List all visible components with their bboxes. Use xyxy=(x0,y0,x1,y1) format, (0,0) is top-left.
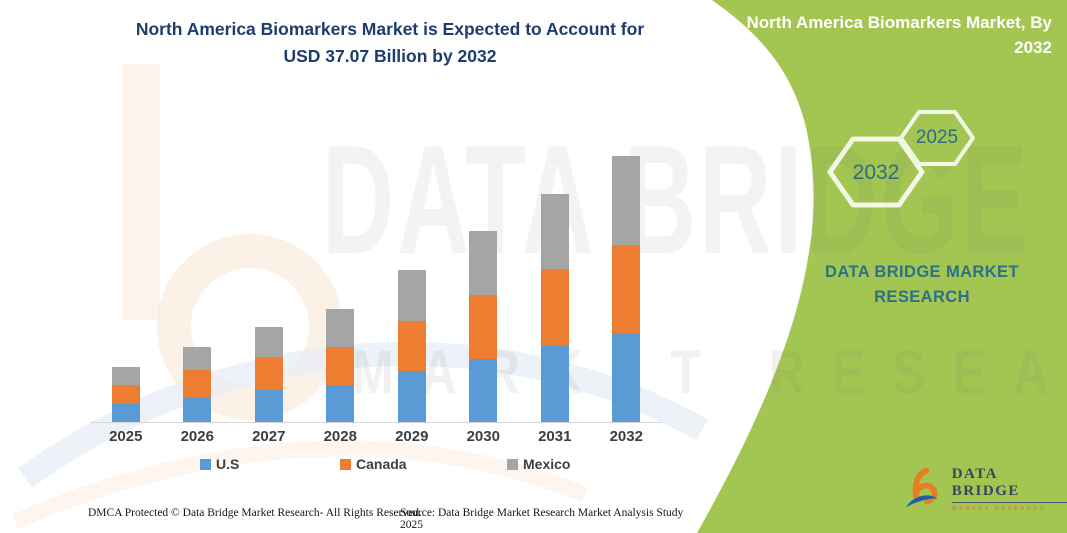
side-panel-title: North America Biomarkers Market, By 2032 xyxy=(722,10,1053,60)
bar-segment-mexico-2025 xyxy=(111,366,140,386)
stacked-bar-2030 xyxy=(469,231,498,422)
brand-text: DATA BRIDGE MARKET RESEARCH xyxy=(825,263,1019,306)
logo-name: DATA BRIDGE xyxy=(951,466,1067,503)
bar-segment-us-2026 xyxy=(183,396,212,422)
company-logo: DATA BRIDGE MARKET RESEARCH xyxy=(903,466,1067,512)
stacked-bar-2027 xyxy=(254,326,283,422)
x-axis-label-2026: 2026 xyxy=(180,428,214,445)
logo-tagline: MARKET RESEARCH xyxy=(951,506,1047,512)
legend-item-canada: Canada xyxy=(340,456,407,472)
bar-segment-canada-2030 xyxy=(469,294,498,359)
bar-segment-canada-2029 xyxy=(397,320,426,372)
bar-segment-us-2030 xyxy=(469,358,498,422)
x-axis-label-2029: 2029 xyxy=(395,428,429,445)
hexagon-2032-label: 2032 xyxy=(852,161,900,184)
x-axis-label-2027: 2027 xyxy=(252,428,286,445)
dmca-notice: DMCA Protected © Data Bridge Market Rese… xyxy=(88,507,422,519)
legend-label-mexico: Mexico xyxy=(523,456,571,472)
stacked-bar-2028 xyxy=(326,308,355,422)
x-axis-label-2025: 2025 xyxy=(109,428,143,445)
hexagon-2025-outline xyxy=(899,110,975,166)
bar-segment-canada-2026 xyxy=(183,369,212,397)
stacked-bar-2032 xyxy=(612,155,641,422)
stacked-bar-2029 xyxy=(397,269,426,422)
bar-chart xyxy=(90,148,662,423)
stacked-bar-2025 xyxy=(111,366,140,422)
bar-segment-us-2029 xyxy=(397,371,426,422)
bar-segment-canada-2031 xyxy=(540,269,569,346)
bar-segment-mexico-2027 xyxy=(254,326,283,358)
hexagon-2032-outline xyxy=(827,136,925,208)
stacked-bar-2031 xyxy=(540,194,569,422)
bar-segment-us-2025 xyxy=(111,404,140,422)
bar-slot-2029 xyxy=(376,148,448,422)
bar-slot-2032 xyxy=(591,148,663,422)
bar-segment-mexico-2031 xyxy=(540,194,569,270)
bar-segment-mexico-2029 xyxy=(397,269,426,321)
chart-legend: U.S Canada Mexico xyxy=(0,456,700,476)
bar-segment-us-2027 xyxy=(254,389,283,422)
side-panel-title-line1: North America Biomarkers Market, By xyxy=(746,13,1053,32)
x-axis-label-2028: 2028 xyxy=(323,428,357,445)
bar-segment-mexico-2032 xyxy=(612,155,641,245)
x-axis-label-2031: 2031 xyxy=(538,428,572,445)
legend-label-canada: Canada xyxy=(356,456,407,472)
legend-label-us: U.S xyxy=(216,456,240,472)
bar-slot-2030 xyxy=(448,148,520,422)
legend-swatch-us xyxy=(200,458,211,470)
bar-segment-us-2031 xyxy=(540,345,569,422)
chart-title: North America Biomarkers Market is Expec… xyxy=(100,16,680,70)
hexagon-2025-label: 2025 xyxy=(915,127,959,148)
bar-segment-canada-2032 xyxy=(612,244,641,333)
chart-title-line2: USD 37.07 Billion by 2032 xyxy=(283,46,497,66)
logo-text: DATA BRIDGE MARKET RESEARCH xyxy=(951,466,1067,512)
bar-segment-canada-2027 xyxy=(254,357,283,390)
x-axis-label-2030: 2030 xyxy=(466,428,500,445)
bar-slot-2026 xyxy=(162,148,234,422)
bar-slot-2027 xyxy=(233,148,305,422)
side-panel-title-line2: 2032 xyxy=(1014,38,1052,57)
stacked-bar-2026 xyxy=(183,346,212,422)
bar-slot-2031 xyxy=(519,148,591,422)
legend-item-mexico: Mexico xyxy=(507,456,570,472)
x-axis-labels: 2025 2026 2027 2028 2029 2030 2031 2032 xyxy=(90,428,662,445)
bar-segment-mexico-2030 xyxy=(469,231,498,295)
bar-segment-us-2028 xyxy=(326,384,355,422)
legend-swatch-canada xyxy=(340,458,351,470)
bar-segment-us-2032 xyxy=(612,332,641,422)
chart-title-line1: North America Biomarkers Market is Expec… xyxy=(135,19,645,39)
logo-b-icon xyxy=(905,467,938,508)
bar-segment-canada-2025 xyxy=(111,385,140,405)
bar-slot-2028 xyxy=(305,148,377,422)
source-note: Source: Data Bridge Market Research Mark… xyxy=(400,507,684,531)
legend-swatch-mexico xyxy=(507,458,518,470)
bar-segment-mexico-2028 xyxy=(326,308,355,347)
bar-segment-canada-2028 xyxy=(326,346,355,385)
hexagons-graphic xyxy=(827,110,975,208)
bar-slot-2025 xyxy=(90,148,162,422)
bar-segment-mexico-2026 xyxy=(183,346,212,370)
legend-item-us: U.S xyxy=(200,456,239,472)
x-axis-label-2032: 2032 xyxy=(609,428,643,445)
